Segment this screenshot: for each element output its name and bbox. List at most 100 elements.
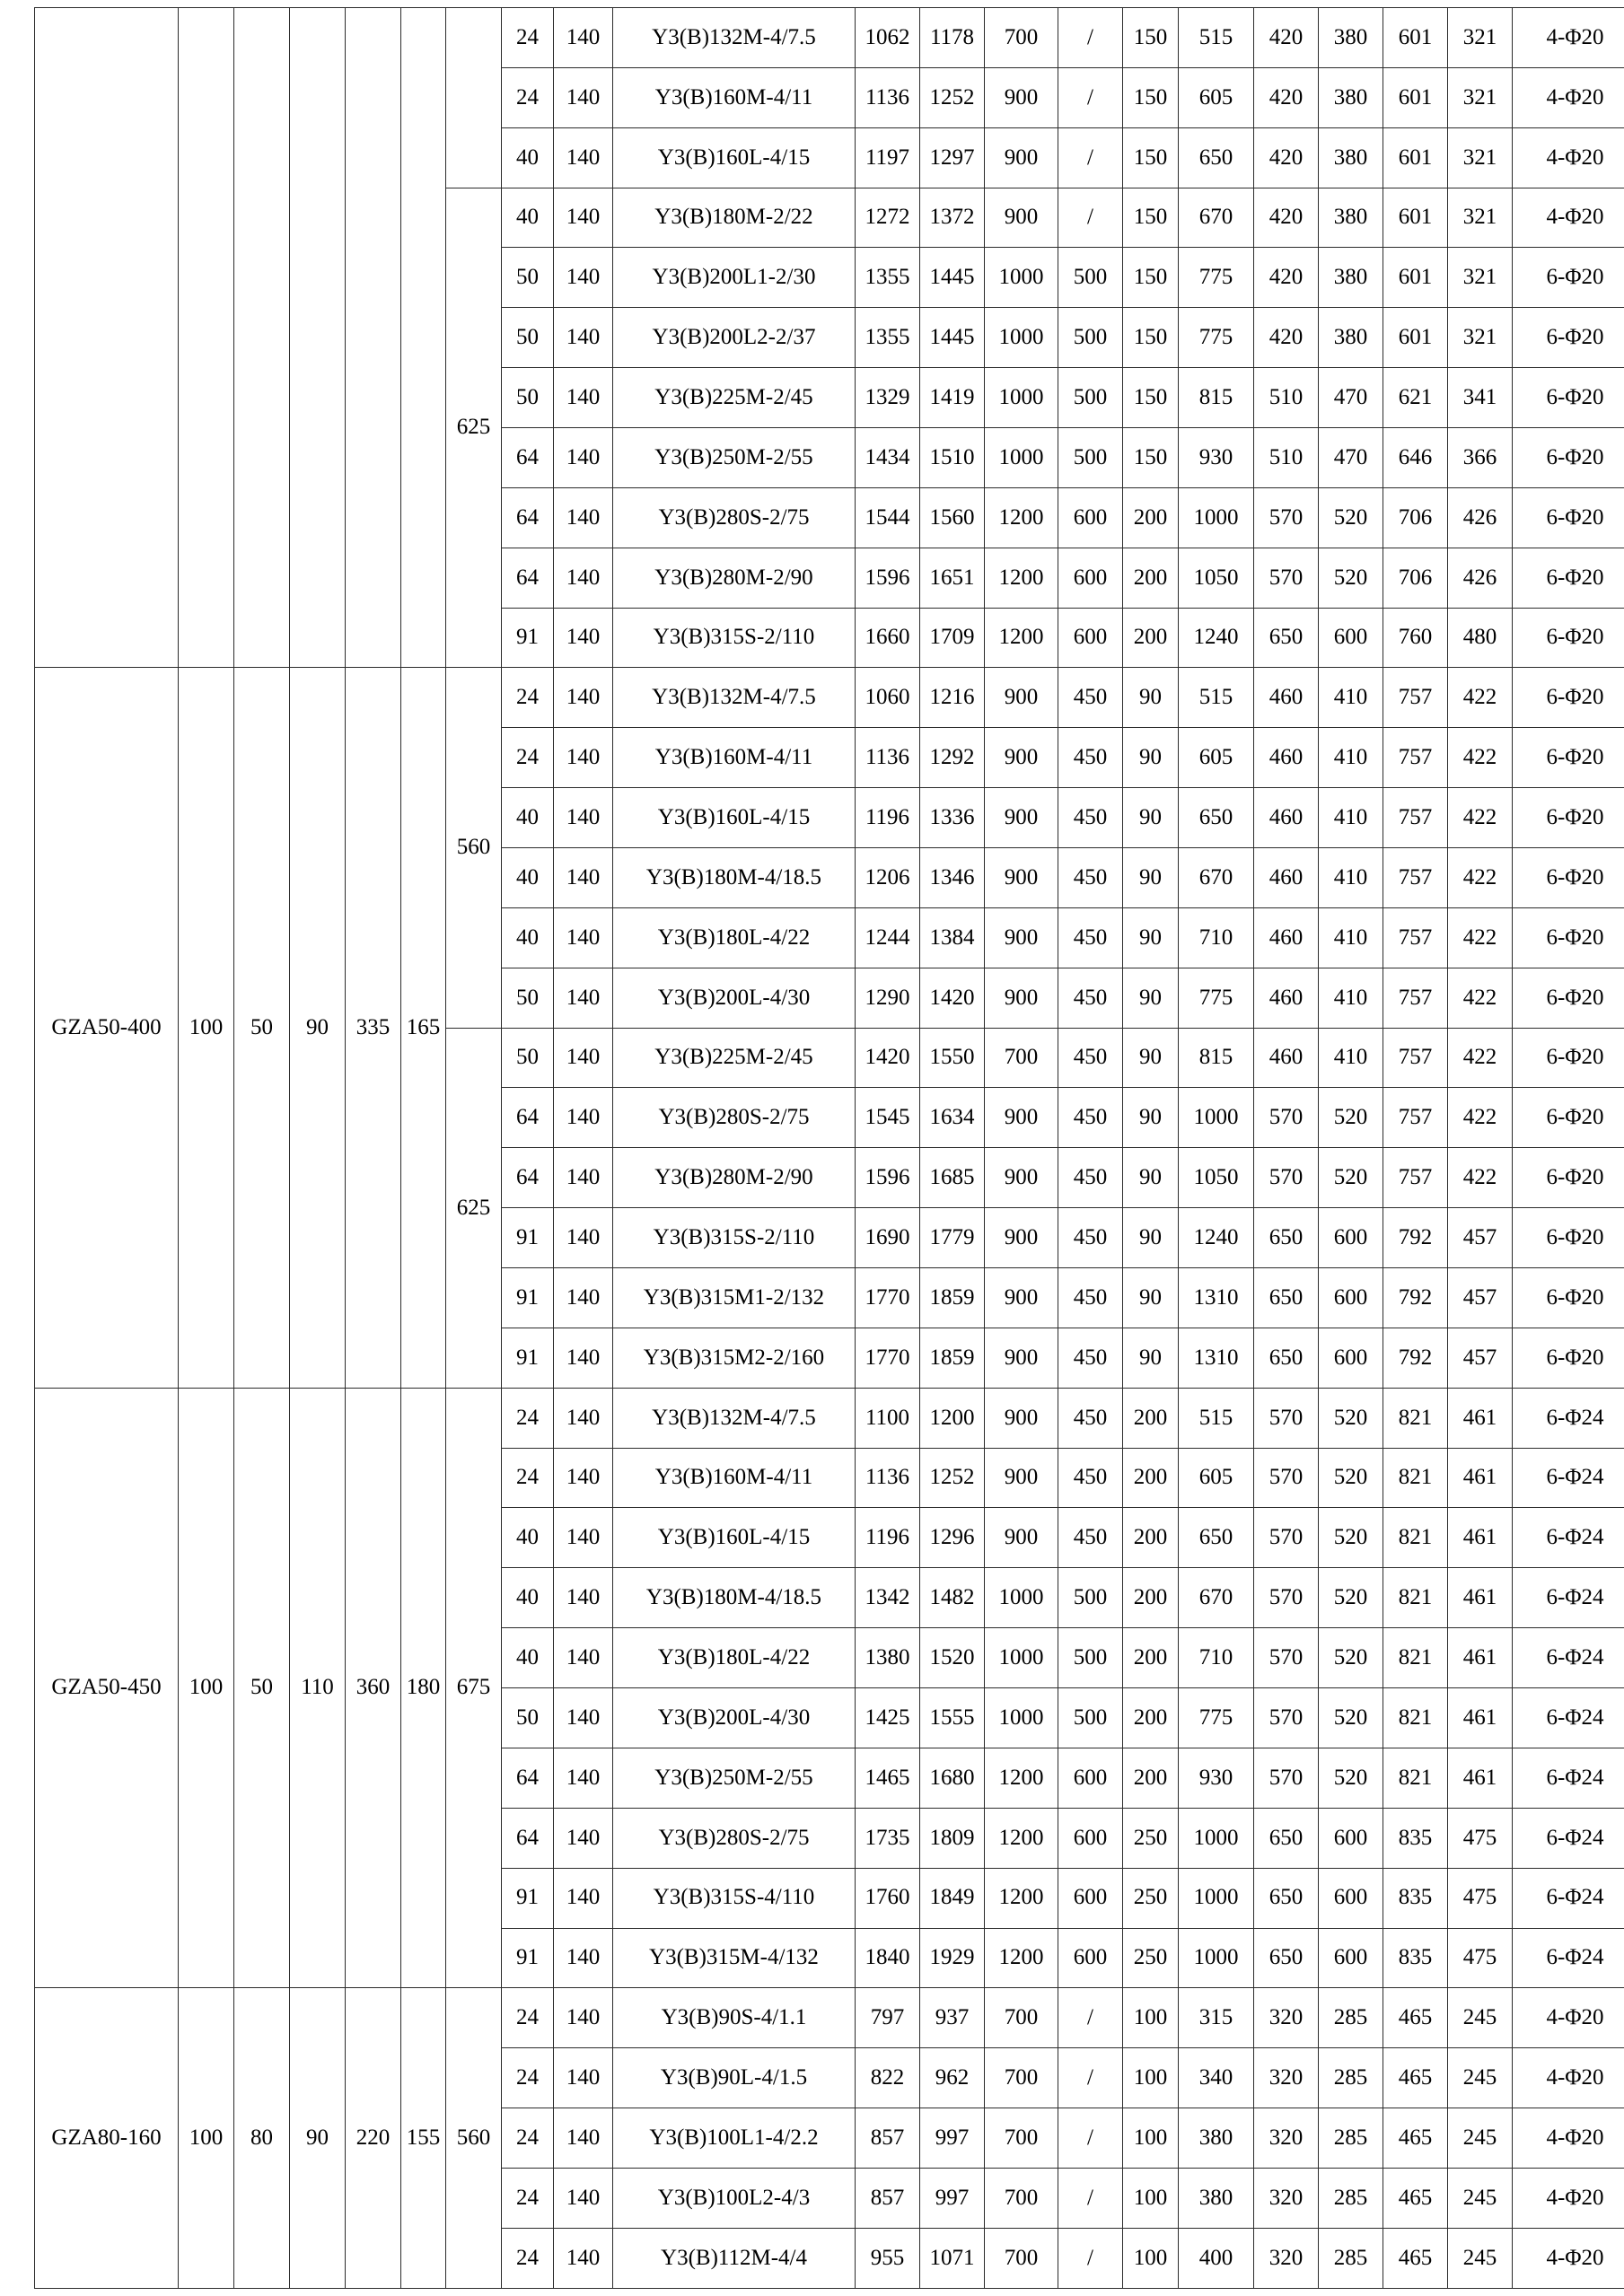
length-l1-cell: 1770 [855, 1327, 920, 1389]
dim-d-cell: 1050 [1178, 547, 1254, 609]
dim-c-cell: 200 [1122, 1747, 1179, 1809]
dim-d-cell: 670 [1178, 187, 1254, 249]
motor-model-cell: Y3(B)225M-2/45 [612, 1027, 856, 1089]
table-row: 40 140 Y3(B)180L-4/22 1244 1384 900 450 90 710 46… [35, 907, 1624, 968]
dim-e-cell: 320 [1253, 2167, 1319, 2229]
bolt-spec-cell: 6-Φ20 [1512, 847, 1624, 908]
dim-a-cell: 900 [984, 187, 1058, 249]
length-l2-cell: 1651 [919, 547, 985, 609]
length-l1-cell: 1545 [855, 1087, 920, 1149]
c1-cell: 24 [501, 2108, 554, 2169]
dim-d-cell: 815 [1178, 1027, 1254, 1089]
dim-c-cell: 100 [1122, 2227, 1179, 2290]
dim-g-cell: 601 [1383, 127, 1448, 188]
dim-h-cell: 321 [1447, 247, 1513, 309]
length-l1-cell: 1420 [855, 1027, 920, 1089]
length-l1-cell: 1136 [855, 1447, 920, 1509]
dim-g-cell: 821 [1383, 1747, 1448, 1809]
dim-b-cell: 450 [1058, 1267, 1123, 1328]
dim-g-cell: 835 [1383, 1807, 1448, 1869]
dim-a-cell: 900 [984, 1087, 1058, 1149]
model-name-cell: GZA50-450 [34, 1387, 179, 1989]
dim-h-cell: 321 [1447, 127, 1513, 188]
c1-cell: 24 [501, 727, 554, 789]
length-l2-cell: 1929 [919, 1927, 985, 1989]
dim-c-cell: 90 [1122, 1267, 1179, 1328]
dim-e-cell: 650 [1253, 1927, 1319, 1989]
dim-d-cell: 1050 [1178, 1147, 1254, 1209]
c1-cell: 40 [501, 847, 554, 908]
bolt-spec-cell: 6-Φ20 [1512, 607, 1624, 669]
dim-c-cell: 90 [1122, 847, 1179, 908]
table-row: 91 140 Y3(B)315S-2/110 1660 1709 1200 600 200 12… [35, 607, 1624, 669]
bolt-spec-cell: 6-Φ24 [1512, 1567, 1624, 1629]
c1-cell: 50 [501, 1687, 554, 1748]
dim-c-cell: 90 [1122, 1327, 1179, 1389]
dim-d-cell: 400 [1178, 2227, 1254, 2290]
subgroup-value-cell: 560 [445, 667, 502, 1029]
c2-cell: 140 [553, 1267, 613, 1328]
dim-a-cell: 900 [984, 1267, 1058, 1328]
table-row: 64 140 Y3(B)250M-2/55 1434 1510 1000 500 150 930… [35, 427, 1624, 488]
dim-d-cell: 340 [1178, 2047, 1254, 2109]
dim-c-cell: 150 [1122, 247, 1179, 309]
motor-model-cell: Y3(B)180M-4/18.5 [612, 1567, 856, 1629]
dim-b-cell: 500 [1058, 1687, 1123, 1748]
table-row: 64 140 Y3(B)280M-2/90 1596 1651 1200 600 200 105… [35, 547, 1624, 609]
length-l1-cell: 1465 [855, 1747, 920, 1809]
bolt-spec-cell: 6-Φ20 [1512, 307, 1624, 369]
dim-b-cell: / [1058, 1987, 1123, 2049]
dim-h-cell: 461 [1447, 1447, 1513, 1509]
dim-c-cell: 200 [1122, 1567, 1179, 1629]
c1-cell: 40 [501, 1567, 554, 1629]
dim-a-cell: 1200 [984, 1867, 1058, 1929]
bolt-spec-cell: 6-Φ24 [1512, 1507, 1624, 1569]
motor-model-cell: Y3(B)315M-4/132 [612, 1927, 856, 1989]
length-l2-cell: 1071 [919, 2227, 985, 2290]
dim-c-cell: 200 [1122, 1387, 1179, 1449]
dim-b-cell: 500 [1058, 367, 1123, 429]
dim-g-cell: 821 [1383, 1387, 1448, 1449]
table-row: 91 140 Y3(B)315S-2/110 1690 1779 900 450 90 1240… [35, 1207, 1624, 1269]
length-l2-cell: 1709 [919, 607, 985, 669]
dim-g-cell: 821 [1383, 1687, 1448, 1748]
c2-cell: 140 [553, 1987, 613, 2049]
dim-d-cell: 710 [1178, 907, 1254, 968]
bolt-spec-cell: 6-Φ24 [1512, 1387, 1624, 1449]
dim-c-cell: 90 [1122, 1207, 1179, 1269]
dim-e-cell: 570 [1253, 1447, 1319, 1509]
dim-h-cell: 321 [1447, 66, 1513, 128]
length-l2-cell: 1560 [919, 486, 985, 548]
dim-d-cell: 930 [1178, 427, 1254, 488]
dim-a-cell: 900 [984, 1447, 1058, 1509]
dim-h-cell: 480 [1447, 607, 1513, 669]
c2-cell: 140 [553, 7, 613, 68]
dim-b-cell: 450 [1058, 1207, 1123, 1269]
dim-b-cell: 500 [1058, 247, 1123, 309]
dim-b-cell: 500 [1058, 1567, 1123, 1629]
dim-d-cell: 650 [1178, 1507, 1254, 1569]
dim-h-cell: 422 [1447, 787, 1513, 849]
length-l2-cell: 1859 [919, 1327, 985, 1389]
c1-cell: 64 [501, 1807, 554, 1869]
dim-g-cell: 757 [1383, 1147, 1448, 1209]
dim-c-cell: 200 [1122, 1507, 1179, 1569]
c1-cell: 40 [501, 787, 554, 849]
dimension-cell-1 [233, 6, 290, 669]
bolt-spec-cell: 4-Φ20 [1512, 2167, 1624, 2229]
dim-h-cell: 475 [1447, 1807, 1513, 1869]
length-l2-cell: 1779 [919, 1207, 985, 1269]
table-row: 64 140 Y3(B)280S-2/75 1545 1634 900 450 90 1000 5… [35, 1087, 1624, 1149]
dim-g-cell: 646 [1383, 427, 1448, 488]
dim-c-cell: 250 [1122, 1867, 1179, 1929]
dimension-cell-2 [289, 6, 346, 669]
c1-cell: 24 [501, 66, 554, 128]
table-row: 40 140 Y3(B)180L-4/22 1380 1520 1000 500 200 710… [35, 1627, 1624, 1689]
c2-cell: 140 [553, 787, 613, 849]
length-l1-cell: 1735 [855, 1807, 920, 1869]
dim-d-cell: 930 [1178, 1747, 1254, 1809]
length-l2-cell: 1550 [919, 1027, 985, 1089]
dim-f-cell: 600 [1318, 607, 1383, 669]
dim-e-cell: 460 [1253, 847, 1319, 908]
length-l1-cell: 857 [855, 2108, 920, 2169]
